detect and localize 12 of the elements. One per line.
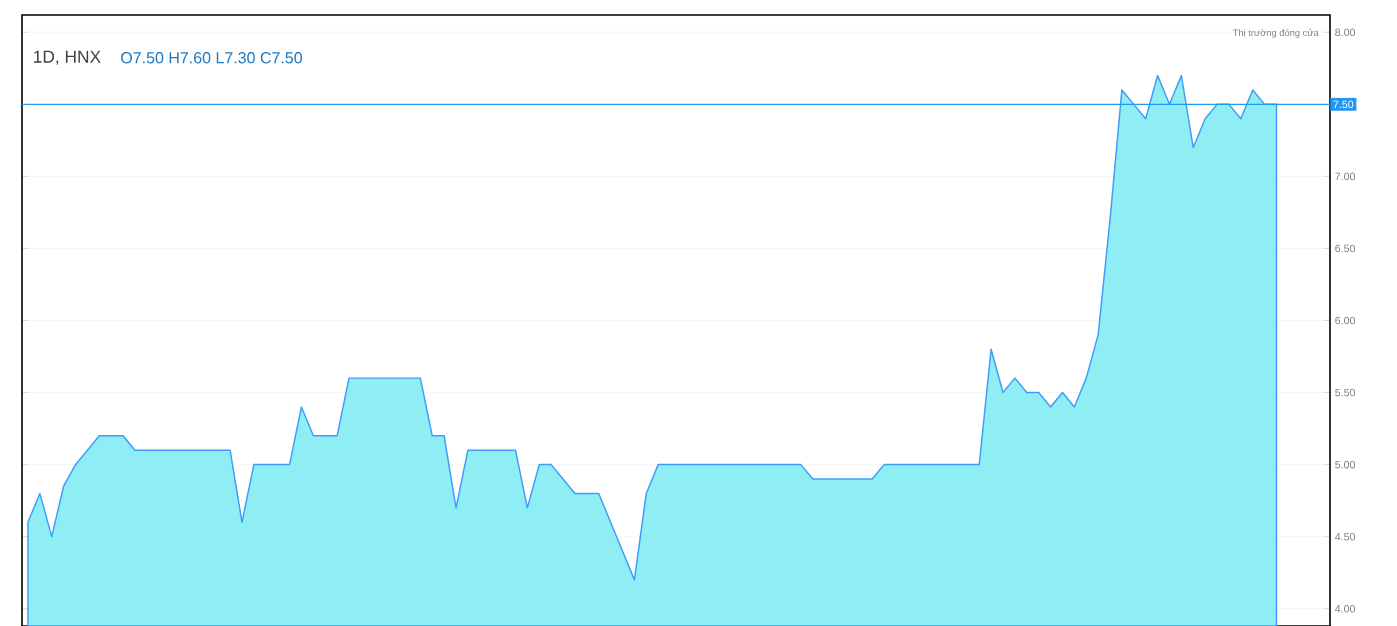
y-tick-label: 4.00 <box>1334 604 1356 613</box>
y-tick-label: 6.50 <box>1335 244 1356 253</box>
y-tick-label: 5.00 <box>1335 460 1356 469</box>
annotation: O7.50 H7.60 L7.30 C7.50 <box>121 52 303 64</box>
y-tick-label: 6.00 <box>1335 316 1356 325</box>
y-tick-label: 5.50 <box>1335 388 1356 397</box>
annotation: Thị trường đóng cửa <box>1232 28 1319 38</box>
ref-line-label: 7.50 <box>1333 100 1354 109</box>
y-tick-label: 4.50 <box>1334 532 1356 541</box>
y-tick-label: 8.00 <box>1335 28 1356 37</box>
y-tick-label: 7.00 <box>1335 172 1356 181</box>
text: 1D, HNX <box>34 50 101 65</box>
